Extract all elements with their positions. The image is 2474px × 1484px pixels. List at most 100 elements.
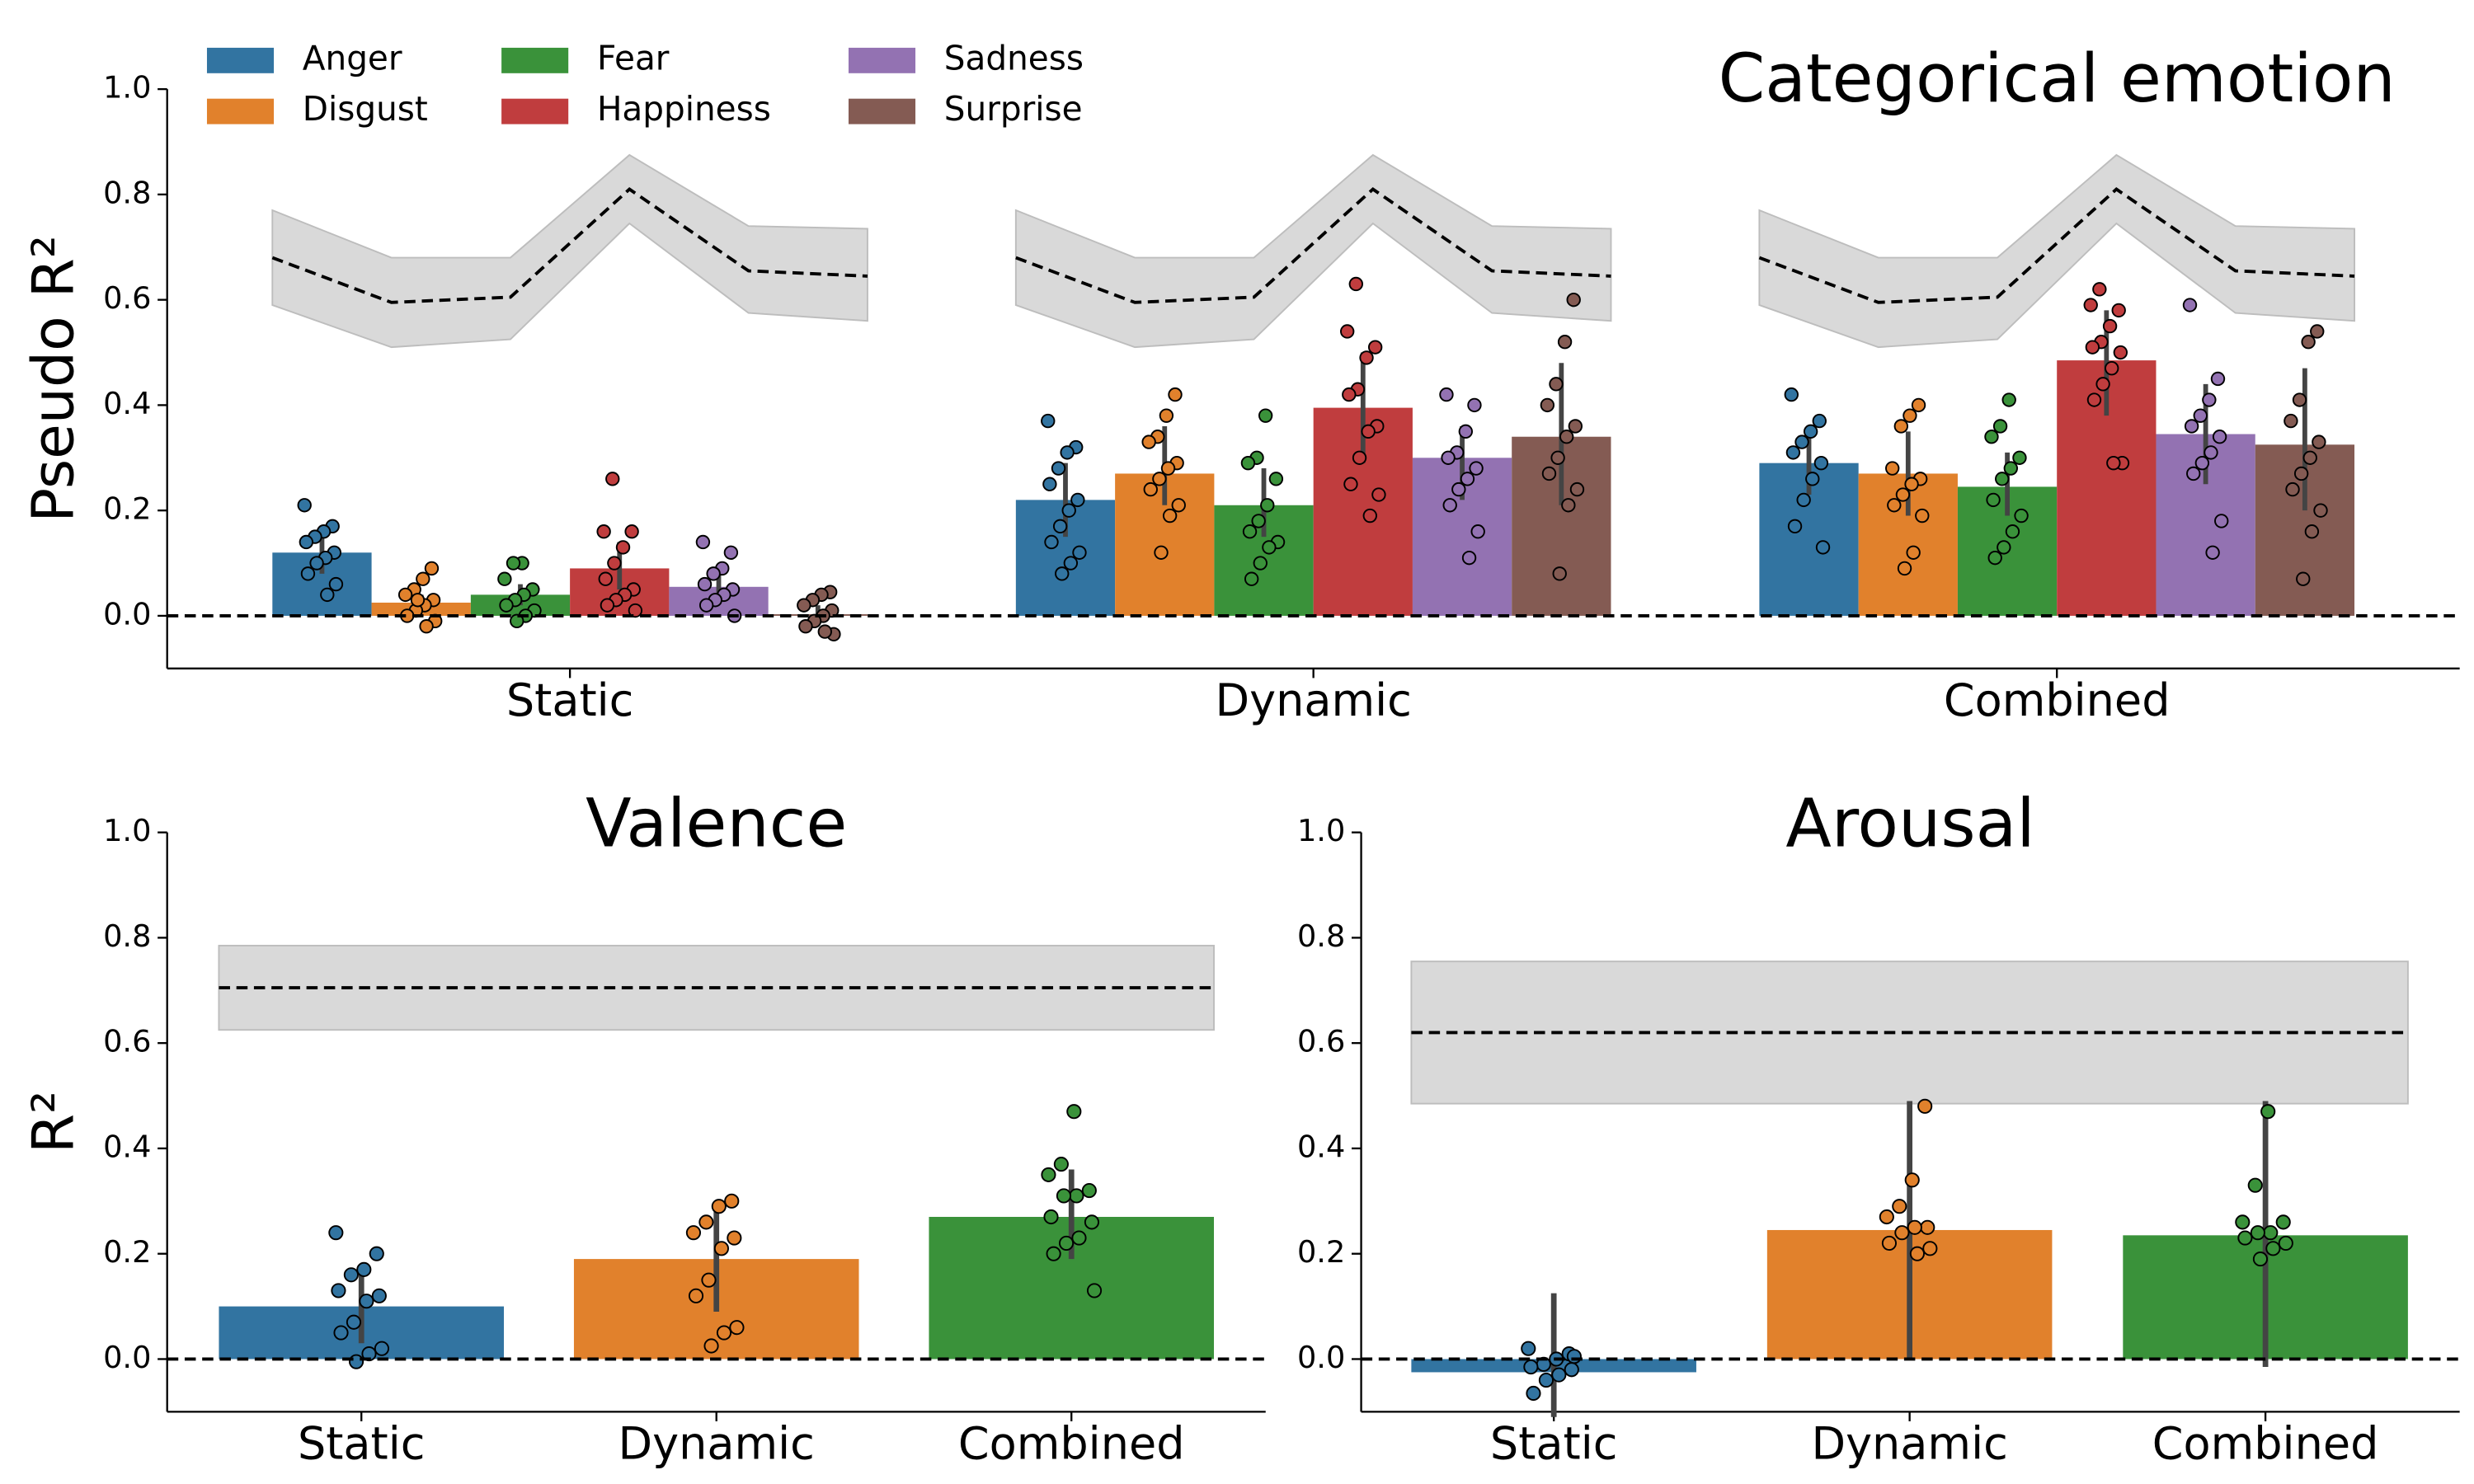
data-point: [716, 1325, 732, 1341]
data-point: [1160, 461, 1176, 476]
data-point: [1458, 424, 1474, 439]
data-point: [1904, 477, 1919, 491]
data-point: [2105, 360, 2119, 376]
data-point: [328, 1225, 344, 1241]
data-point: [1046, 1246, 1061, 1261]
data-point: [1557, 335, 1573, 350]
data-point: [2265, 1241, 2281, 1256]
data-point: [724, 1193, 740, 1209]
data-point: [1352, 450, 1367, 465]
data-point: [2312, 434, 2326, 449]
data-point: [1892, 1199, 1907, 1214]
y-tick-label: 0.2: [103, 1234, 151, 1270]
data-point: [1987, 550, 2002, 566]
data-point: [506, 556, 521, 571]
data-point: [685, 1225, 701, 1241]
data-point: [1371, 487, 1386, 502]
y-tick-label: 0.0: [103, 1340, 151, 1375]
legend-swatch: [206, 47, 275, 73]
legend-label: Fear: [597, 38, 670, 77]
panel: 0.0 0.2 0.4 0.6 0.8 1.0 Categorical emotion Pse…: [21, 38, 2460, 726]
data-point: [1171, 498, 1186, 513]
data-point: [343, 1267, 359, 1283]
data-point: [2293, 466, 2309, 481]
noise-ceiling-line: [1015, 187, 1611, 304]
data-point: [798, 619, 813, 634]
x-tick-label: Static: [1490, 1417, 1618, 1469]
data-point: [2263, 1225, 2279, 1241]
y-tick-label: 0.4: [1297, 1129, 1345, 1164]
data-point: [1051, 461, 1066, 476]
data-point: [729, 1320, 745, 1336]
panel: 0.0 0.2 0.4 0.6 0.8 1.0 Arousal Static Dynamic Co…: [1297, 785, 2460, 1469]
data-point: [2252, 1252, 2269, 1267]
data-point: [371, 1288, 387, 1303]
data-point: [1909, 1246, 1925, 1261]
data-point: [727, 1230, 742, 1246]
data-point: [1787, 519, 1803, 534]
data-point: [2095, 377, 2110, 392]
data-point: [1917, 1098, 1933, 1114]
data-point: [1071, 1230, 1087, 1246]
data-point: [419, 619, 434, 634]
data-point: [2003, 461, 2019, 476]
data-point: [1240, 455, 1256, 471]
data-point: [1242, 524, 1258, 539]
data-point: [1260, 498, 1275, 513]
data-point: [1056, 1188, 1072, 1204]
data-point: [1143, 481, 1158, 497]
data-point: [2102, 318, 2118, 334]
data-point: [331, 1283, 346, 1298]
data-point: [1915, 508, 1930, 524]
data-point: [2005, 524, 2020, 539]
data-point: [1441, 450, 1456, 465]
data-point: [1467, 397, 1482, 413]
data-point: [1469, 461, 1484, 476]
data-point: [297, 498, 312, 513]
data-point: [410, 593, 426, 608]
data-point: [2278, 1235, 2293, 1252]
data-point: [2235, 1214, 2251, 1230]
data-point: [1058, 1235, 1075, 1252]
data-point: [598, 571, 613, 586]
data-point: [1069, 1188, 1084, 1204]
data-point: [2092, 282, 2107, 297]
y-axis-label: Pseudo R²: [21, 235, 87, 523]
data-point: [1569, 481, 1585, 497]
data-point: [2275, 1214, 2291, 1230]
data-point: [1268, 472, 1284, 486]
data-point: [2194, 455, 2210, 471]
x-tick-label: Combined: [1944, 674, 2171, 726]
data-point: [1568, 419, 1583, 434]
data-point: [1168, 387, 1183, 402]
data-point: [1785, 445, 1801, 460]
data-point: [1895, 487, 1911, 502]
data-point: [2301, 335, 2316, 350]
data-point: [1564, 1362, 1579, 1378]
data-point: [2204, 445, 2218, 460]
data-point: [1897, 561, 1912, 576]
data-point: [1805, 472, 1820, 486]
x-tick-label: Dynamic: [1215, 674, 1411, 726]
data-point: [359, 1294, 374, 1309]
y-tick-label: 0.4: [103, 386, 151, 421]
data-point: [2237, 1230, 2253, 1246]
data-point: [1992, 419, 2008, 434]
y-tick-label: 0.6: [103, 1024, 151, 1059]
data-point: [1879, 1209, 1894, 1225]
data-point: [346, 1314, 362, 1330]
y-tick-label: 0.2: [1297, 1234, 1345, 1270]
data-point: [1340, 324, 1355, 339]
data-point: [510, 613, 524, 629]
data-point: [1526, 1385, 1541, 1402]
data-point: [424, 561, 440, 576]
y-tick-label: 0.8: [103, 918, 151, 954]
data-point: [1359, 350, 1374, 365]
data-point: [309, 556, 324, 571]
legend-label: Surprise: [944, 89, 1083, 129]
data-point: [356, 1261, 372, 1277]
data-point: [2193, 408, 2208, 423]
data-point: [1042, 477, 1057, 491]
data-point: [1072, 545, 1087, 560]
